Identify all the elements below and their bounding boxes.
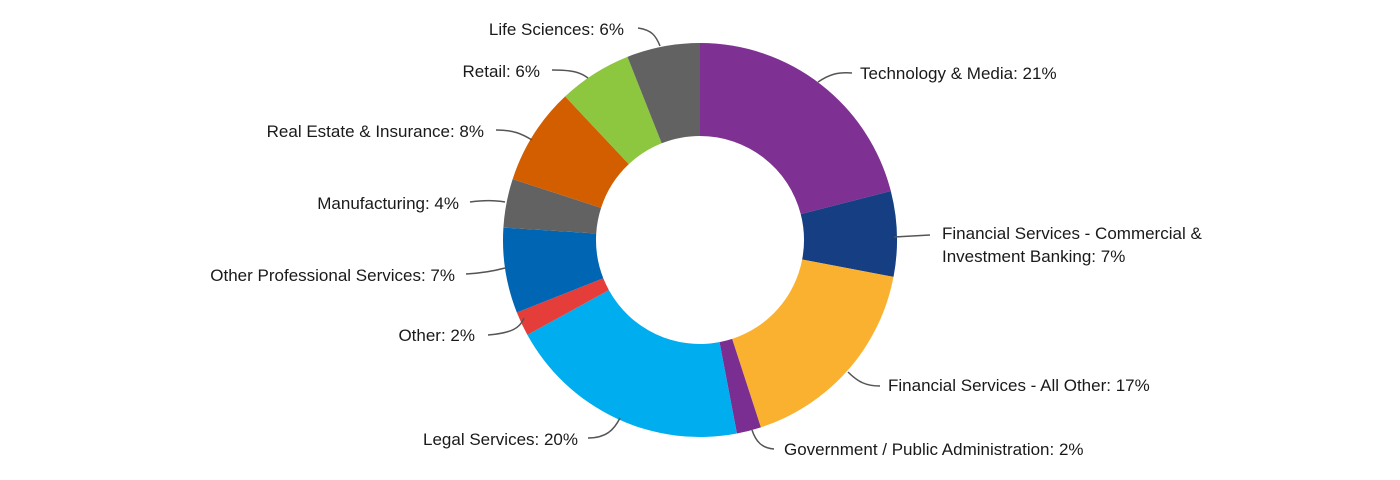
slice-labels: Technology & Media: 21% Financial Service… <box>210 20 1202 459</box>
donut-slice-7 <box>503 179 602 234</box>
donut-slice-10 <box>627 43 700 144</box>
leader-line-0 <box>817 72 853 83</box>
slice-label-4: Legal Services: 20% <box>423 430 578 449</box>
slice-label-1: Financial Services - Commercial & Investm… <box>942 224 1202 266</box>
leader-line-3 <box>751 429 775 450</box>
leader-lines <box>465 27 931 450</box>
donut-slices <box>503 43 897 437</box>
donut-slice-2 <box>732 259 894 428</box>
slice-label-10: Life Sciences: 6% <box>489 20 624 39</box>
leader-line-2 <box>847 371 881 387</box>
donut-slice-6 <box>503 227 604 313</box>
leader-line-4 <box>587 417 621 439</box>
slice-label-8: Real Estate & Insurance: 8% <box>267 122 484 141</box>
slice-label-7: Manufacturing: 4% <box>317 194 459 213</box>
slice-label-0: Technology & Media: 21% <box>860 64 1057 83</box>
slice-label-2: Financial Services - All Other: 17% <box>888 376 1150 395</box>
leader-line-10 <box>637 27 661 47</box>
donut-slice-4 <box>527 290 737 437</box>
leader-line-8 <box>495 129 533 141</box>
leader-line-6 <box>465 267 506 275</box>
slice-label-5: Other: 2% <box>398 326 475 345</box>
leader-line-1 <box>893 234 931 238</box>
slice-label-3: Government / Public Administration: 2% <box>784 440 1084 459</box>
slice-label-6: Other Professional Services: 7% <box>210 266 455 285</box>
donut-slice-8 <box>512 96 629 208</box>
donut-slice-9 <box>565 56 662 165</box>
leader-line-7 <box>469 199 506 203</box>
slice-label-9: Retail: 6% <box>463 62 540 81</box>
donut-slice-3 <box>719 338 761 434</box>
donut-slice-5 <box>516 278 609 335</box>
donut-slice-1 <box>800 191 897 277</box>
leader-line-5 <box>487 317 525 336</box>
leader-line-9 <box>551 69 589 79</box>
donut-slice-0 <box>700 43 891 215</box>
